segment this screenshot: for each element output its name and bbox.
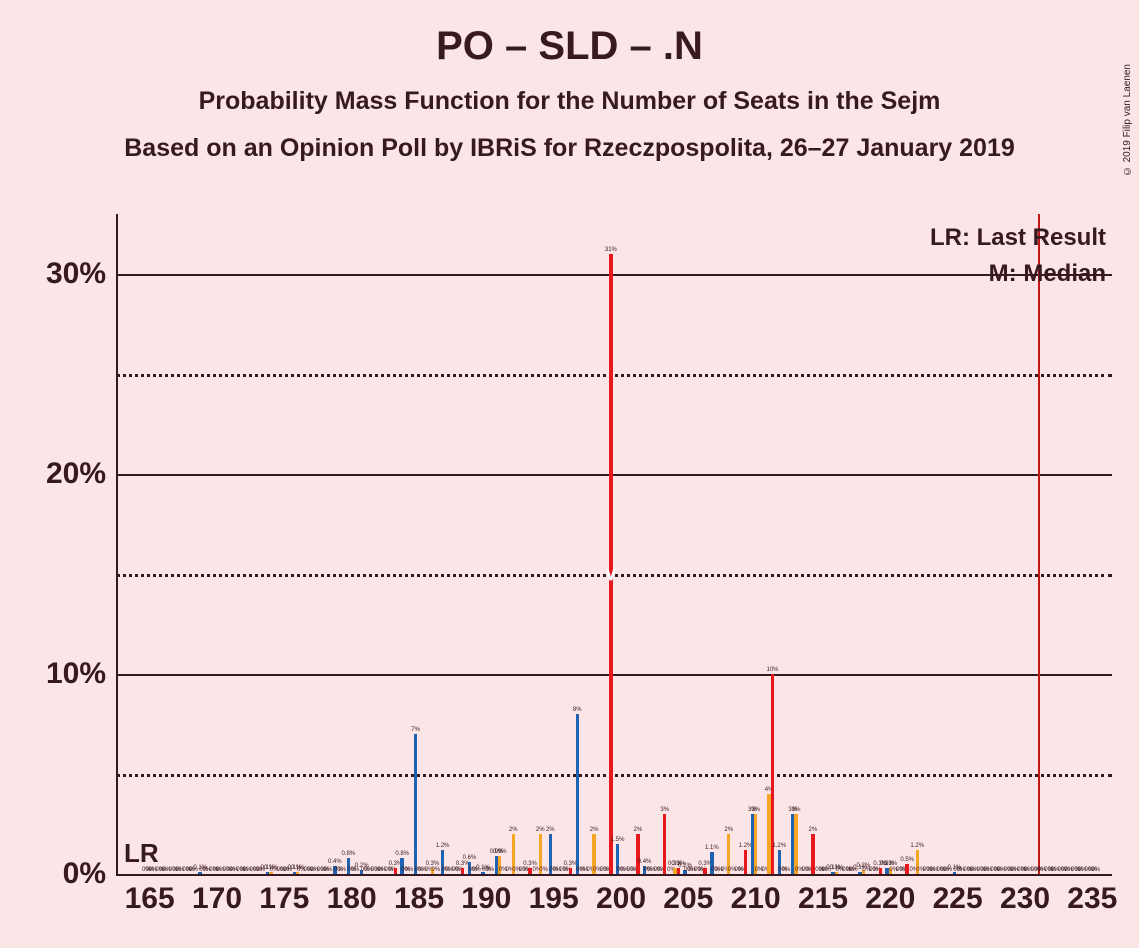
title-subtitle-2: Based on an Opinion Poll by IBRiS for Rz… [0,134,1139,163]
bar-value-label: 0% [1091,867,1100,873]
bar-value-label: 3% [751,807,760,813]
x-tick-label: 195 [529,882,579,916]
bar-value-label: 0% [485,867,494,873]
bar-value-label: 31% [605,247,617,253]
title-main: PO – SLD – .N [0,24,1139,69]
bar-value-label: 2% [509,827,518,833]
legend-lr: LR: Last Result [930,224,1106,252]
x-tick-label: 210 [731,882,781,916]
legend-m: M: Median [989,260,1106,288]
gridline [116,474,1112,476]
lr-label: LR [124,838,159,869]
bar [811,834,814,874]
bar-value-label: 1.5% [611,837,625,843]
gridline [116,874,1112,876]
y-tick-label: 20% [16,457,106,491]
bar-value-label: 2% [724,827,733,833]
bar [461,868,464,874]
x-tick-label: 225 [933,882,983,916]
title-subtitle-1: Probability Mass Function for the Number… [0,87,1139,116]
bar-value-label: 7% [411,727,420,733]
y-tick-label: 30% [16,257,106,291]
bar [569,868,572,874]
bar [394,868,397,874]
bar-value-label: 0% [324,867,333,873]
x-tick-label: 170 [192,882,242,916]
x-tick-label: 235 [1067,882,1117,916]
bar-value-label: 2% [633,827,642,833]
median-marker: ∨ [604,565,617,583]
bar-value-label: 0% [539,867,548,873]
bar [663,814,666,874]
bar-value-label: 0% [405,867,414,873]
bar [528,868,531,874]
bar-value-label: 3% [660,807,669,813]
y-tick-label: 0% [16,857,106,891]
x-tick-label: 180 [327,882,377,916]
y-tick-label: 10% [16,657,106,691]
bar-value-label: 0.8% [341,851,355,857]
x-tick-label: 220 [865,882,915,916]
x-tick-label: 215 [798,882,848,916]
median-line [1038,214,1040,874]
bar [703,868,706,874]
x-tick-label: 175 [259,882,309,916]
bar-value-label: 1.2% [436,843,450,849]
bar-value-label: 0% [782,867,791,873]
bar-value-label: 2% [546,827,555,833]
x-tick-label: 190 [461,882,511,916]
bar-value-label: 0% [337,867,346,873]
bar [879,868,882,874]
bar-value-label: 0.6% [463,855,477,861]
bar-value-label: 1.2% [772,843,786,849]
bar-value-label: 1.2% [910,843,924,849]
bar-value-label: 0.4% [328,859,342,865]
gridline [116,674,1112,676]
bar-value-label: 2% [536,827,545,833]
bar-value-label: 0.4% [638,859,652,865]
bar [636,834,639,874]
bar-value-label: 0.9% [493,849,507,855]
gridline [116,274,1112,276]
bar-value-label: 2% [809,827,818,833]
bar [905,864,908,874]
bar-value-label: 0% [431,867,440,873]
bar [754,814,757,874]
x-tick-label: 230 [1000,882,1050,916]
x-tick-label: 165 [125,882,175,916]
gridline-minor [116,774,1112,777]
copyright-text: © 2019 Filip van Laenen [1122,64,1133,176]
bar [794,814,797,874]
bar-value-label: 3% [792,807,801,813]
bar-value-label: 10% [766,667,778,673]
gridline-minor [116,374,1112,377]
bar [576,714,579,874]
pmf-chart: 0%10%20%30%16517017518018519019520020521… [116,214,1126,874]
bar-value-label: 8% [573,707,582,713]
x-tick-label: 205 [663,882,713,916]
x-tick-label: 200 [596,882,646,916]
bar [414,734,417,874]
bar-value-label: 0.5% [900,857,914,863]
bar-value-label: 2% [590,827,599,833]
bar-value-label: 1.1% [705,845,719,851]
bar-value-label: 0.8% [395,851,409,857]
bar [744,850,747,874]
x-tick-label: 185 [394,882,444,916]
